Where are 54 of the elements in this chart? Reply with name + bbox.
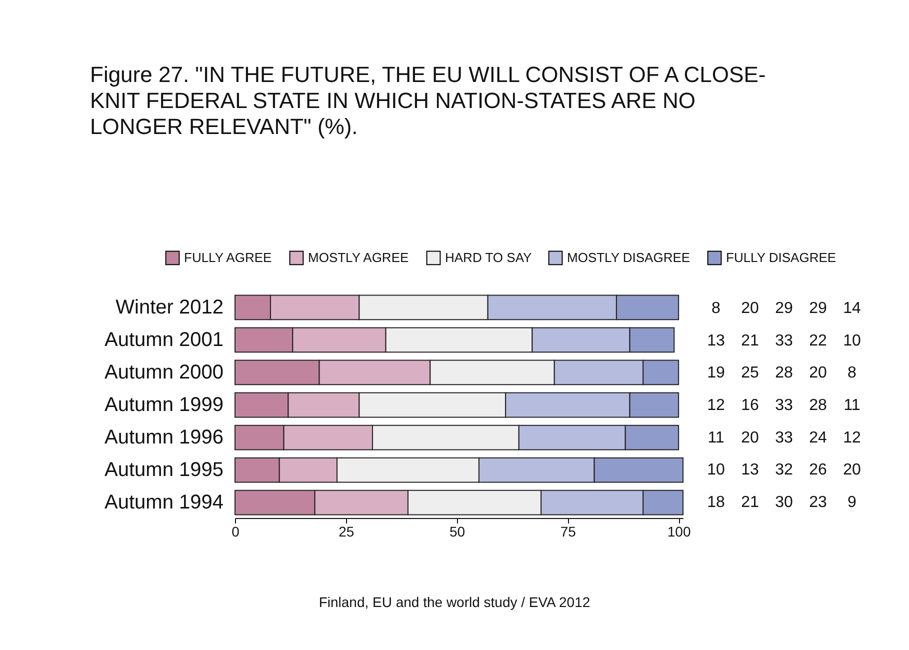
legend-label: FULLY AGREE (184, 250, 272, 265)
y-tick-label: Autumn 1994 (104, 492, 224, 514)
y-tick-label: Autumn 1996 (104, 426, 224, 449)
data-label: 33 (775, 332, 793, 350)
data-label: 10 (707, 462, 725, 479)
data-label: 9 (848, 494, 857, 511)
text: Finland, EU and the world study / EVA 2012 (318, 594, 592, 610)
data-label: 20 (741, 429, 759, 446)
legend-label: MOSTLY AGREE (308, 250, 409, 265)
x-tick-label: 50 (449, 524, 466, 540)
y-tick-label: Winter 2012 (116, 296, 224, 318)
x-tick-label: 75 (560, 524, 576, 540)
x-tick-label: 25 (338, 524, 354, 540)
data-label: 30 (775, 494, 793, 511)
data-label: 33 (775, 397, 793, 414)
data-label: 14 (843, 300, 861, 318)
y-tick-label: Autumn 2000 (104, 361, 224, 384)
data-label: 20 (843, 462, 861, 479)
data-label: 28 (775, 364, 793, 382)
data-label: 12 (843, 429, 861, 446)
data-label: 21 (741, 494, 759, 511)
data-label: 33 (775, 429, 793, 446)
data-label: 13 (707, 332, 725, 350)
y-tick-label: Autumn 1995 (104, 459, 224, 482)
y-tick-label: Autumn 1999 (104, 394, 224, 416)
x-tick-label: 0 (232, 524, 240, 540)
data-label: 13 (741, 462, 759, 479)
data-label: 8 (712, 300, 721, 318)
legend-label: HARD TO SAY (445, 250, 532, 265)
data-label: 25 (741, 364, 759, 382)
data-label: 29 (809, 300, 827, 318)
y-tick-label: Autumn 2001 (104, 328, 224, 351)
data-label: 19 (707, 364, 725, 382)
data-label: 20 (741, 300, 759, 318)
data-label: 24 (809, 429, 827, 446)
data-label: 20 (809, 364, 827, 382)
data-label: 18 (707, 494, 725, 511)
legend-label: MOSTLY DISAGREE (567, 250, 690, 265)
data-label: 22 (809, 332, 827, 350)
data-label: 8 (848, 364, 857, 382)
chart-title: Figure 27. "IN THE FUTURE, THE EU WILL CONSIST OF A CLOSE-KNIT FEDERAL STATE IN WHICH NATION-STATES ARE NO LONGER RELEVANT" (%). (90, 62, 767, 140)
data-label: 23 (809, 494, 827, 511)
legend-label: FULLY DISAGREE (726, 250, 836, 265)
data-label: 12 (707, 397, 725, 414)
x-tick-label: 100 (667, 524, 691, 540)
data-label: 26 (809, 462, 827, 479)
data-label: 32 (775, 462, 793, 479)
data-label: 11 (844, 397, 860, 414)
data-label: 11 (708, 429, 724, 446)
data-label: 28 (809, 397, 827, 414)
data-label: 16 (741, 397, 759, 414)
data-label: 29 (775, 300, 793, 318)
data-label: 21 (741, 332, 759, 350)
data-label: 10 (843, 332, 861, 350)
